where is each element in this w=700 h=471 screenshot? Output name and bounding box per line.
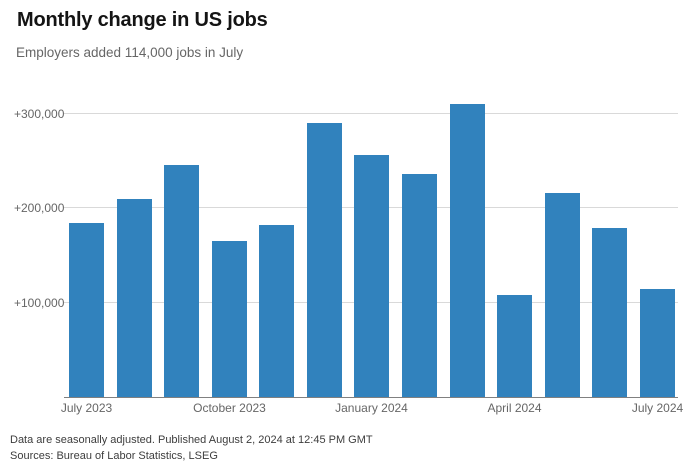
sources-line: Sources: Bureau of Labor Statistics, LSE… <box>10 450 218 462</box>
bar <box>497 295 533 397</box>
bar <box>116 199 152 397</box>
plot-area <box>64 91 678 398</box>
bars-container <box>69 91 675 397</box>
bar <box>354 155 390 397</box>
bar <box>402 174 438 397</box>
bar <box>211 241 247 397</box>
bar <box>259 225 295 397</box>
footnote: Data are seasonally adjusted. Published … <box>10 434 373 446</box>
x-tick-label: July 2024 <box>631 401 684 415</box>
y-tick-label: +300,000 <box>14 107 65 121</box>
y-tick-label: +200,000 <box>14 201 65 215</box>
bar <box>306 123 342 397</box>
chart-title: Monthly change in US jobs <box>17 9 268 31</box>
x-tick-label: January 2024 <box>335 401 408 415</box>
bar <box>449 104 485 397</box>
bar <box>69 223 104 397</box>
x-tick-label: October 2023 <box>193 401 266 415</box>
x-tick-label: July 2023 <box>60 401 113 415</box>
bar <box>592 228 628 397</box>
x-tick-label: April 2024 <box>487 401 542 415</box>
bar <box>164 165 200 397</box>
bar <box>544 193 580 397</box>
bar <box>639 289 675 397</box>
chart-subtitle: Employers added 114,000 jobs in July <box>16 45 244 60</box>
gridline <box>64 112 678 114</box>
y-tick-label: +100,000 <box>14 296 65 310</box>
